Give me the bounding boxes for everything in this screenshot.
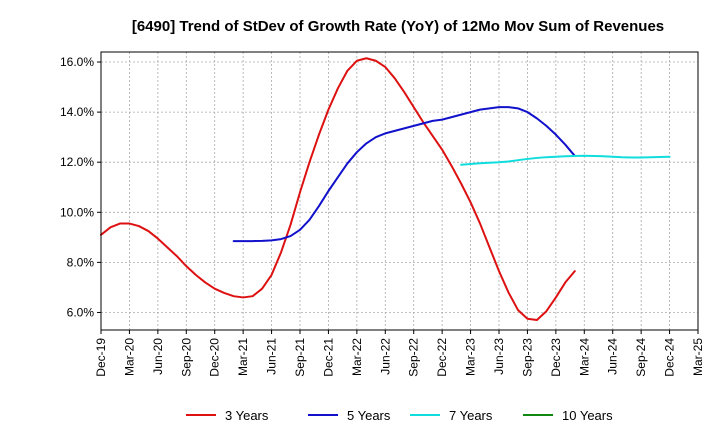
x-tick-label: Sep-22 xyxy=(407,338,421,377)
y-tick-label: 6.0% xyxy=(67,305,95,319)
legend-label: 7 Years xyxy=(449,408,493,423)
y-tick-label: 12.0% xyxy=(60,155,94,169)
x-tick-label: Mar-23 xyxy=(464,338,478,376)
grid-lines xyxy=(100,52,699,330)
x-tick-label: Sep-21 xyxy=(293,338,307,377)
axis-frame xyxy=(100,51,699,331)
x-tick-label: Sep-23 xyxy=(520,338,534,377)
series-line-5-years xyxy=(232,106,576,243)
series-line-7-years xyxy=(460,154,671,166)
y-tick-label: 8.0% xyxy=(67,255,95,269)
series-line-3-years xyxy=(100,57,576,321)
chart-title: [6490] Trend of StDev of Growth Rate (Yo… xyxy=(132,18,664,35)
x-tick-label: Mar-25 xyxy=(691,338,705,376)
x-tick-label: Mar-22 xyxy=(350,338,364,376)
x-tick-label: Dec-19 xyxy=(94,338,108,377)
x-tick-label: Mar-20 xyxy=(122,338,136,376)
x-tick-label: Dec-21 xyxy=(321,338,335,377)
x-tick-label: Jun-23 xyxy=(492,338,506,375)
legend-label: 3 Years xyxy=(225,408,269,423)
x-tick-label: Dec-24 xyxy=(663,338,677,377)
x-tick-label: Dec-22 xyxy=(435,338,449,377)
x-axis: Dec-19 Mar-20 Jun-20 Sep-20 Dec-20 Mar-21 Jun-… xyxy=(94,330,705,377)
x-tick-label: Mar-21 xyxy=(236,338,250,376)
x-tick-label: Jun-22 xyxy=(378,338,392,375)
plot-area xyxy=(101,52,698,330)
x-tick-label: Jun-21 xyxy=(265,338,279,375)
y-tick-label: 10.0% xyxy=(60,205,94,219)
y-tick-label: 16.0% xyxy=(60,55,94,69)
y-axis: 6.0% 8.0% 10.0% 12.0% 14.0% 16.0% xyxy=(60,55,101,319)
x-tick-label: Dec-23 xyxy=(549,338,563,377)
series-lines xyxy=(100,57,671,321)
x-tick-label: Jun-20 xyxy=(151,338,165,375)
legend-label: 5 Years xyxy=(347,408,391,423)
x-tick-label: Mar-24 xyxy=(577,338,591,376)
x-tick-label: Sep-24 xyxy=(634,338,648,377)
x-tick-label: Sep-20 xyxy=(179,338,193,377)
plot-border xyxy=(100,51,699,331)
x-tick-label: Dec-20 xyxy=(208,338,222,377)
legend: 3 Years 5 Years 7 Years 10 Years xyxy=(186,408,613,423)
legend-label: 10 Years xyxy=(562,408,613,423)
plot-background xyxy=(101,52,698,330)
x-tick-label: Jun-24 xyxy=(606,338,620,375)
y-tick-label: 14.0% xyxy=(60,105,94,119)
